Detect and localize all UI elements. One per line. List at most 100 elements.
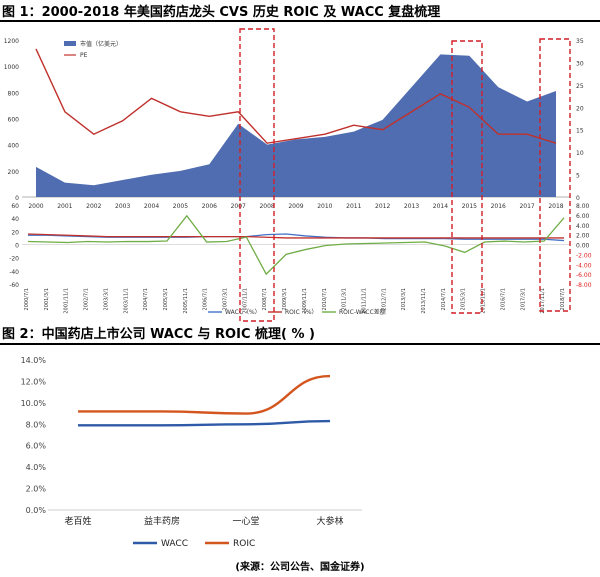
bottom-x-tick-label: 2003/11/1 [123, 288, 129, 314]
highlight-box [239, 28, 275, 322]
y-right-tick-label: 0 [576, 195, 580, 202]
bottom-series-line-2 [27, 214, 565, 276]
x-category-label: 大参林 [316, 515, 343, 527]
legend-label-pe: PE [80, 52, 88, 59]
bottom-y-right-tick-label: -4.00 [576, 262, 592, 269]
figure2-title: 图 2：中国药店上市公司 WACC 与 ROIC 梳理( % ) [2, 327, 315, 342]
legend-label-1: ROIC（%） [285, 309, 318, 316]
x-tick-label: 2016 [491, 203, 506, 210]
y-left-tick-label: 400 [8, 143, 20, 150]
title-rule [0, 343, 600, 345]
x-tick-label: 2002 [86, 203, 101, 210]
y-right-tick-label: 30 [576, 60, 584, 67]
bottom-x-tick-label: 2005/3/1 [163, 288, 169, 310]
legend-label-wacc: WACC [161, 539, 188, 549]
bottom-y-left-tick-label: -20 [9, 256, 19, 263]
y-tick-label: 4.0% [26, 463, 47, 472]
y-tick-label: 0.0% [26, 506, 47, 515]
bottom-x-tick-label: 2012/7/1 [381, 288, 387, 310]
y-tick-label: 12.0% [21, 377, 47, 386]
y-tick-label: 8.0% [26, 420, 47, 429]
bottom-y-left-tick-label: -40 [9, 269, 19, 276]
y-right-tick-label: 10 [576, 150, 584, 157]
x-tick-label: 2006 [202, 203, 217, 210]
series-line-roic [78, 374, 331, 415]
bottom-x-tick-label: 2010/7/1 [322, 288, 328, 310]
y-tick-label: 2.0% [26, 485, 47, 494]
bottom-y-right-tick-label: 2.00 [576, 233, 590, 240]
bottom-x-tick-label: 2016/7/1 [500, 288, 506, 310]
y-tick-label: 14.0% [21, 356, 47, 365]
x-tick-label: 2004 [144, 203, 159, 210]
pe-line [35, 48, 557, 144]
x-tick-label: 2001 [57, 203, 72, 210]
bottom-series-line-0 [28, 233, 565, 242]
y-left-tick-label: 1200 [4, 38, 19, 45]
bottom-x-tick-label: 2001/3/1 [44, 288, 50, 310]
bottom-x-tick-label: 2017/3/1 [520, 288, 526, 310]
title-rule [0, 20, 600, 22]
bottom-y-left-tick-label: 0 [15, 243, 19, 250]
x-tick-label: 2008 [259, 203, 274, 210]
bottom-x-tick-label: 2009/11/1 [302, 288, 308, 314]
y-left-tick-label: 200 [8, 169, 20, 176]
x-tick-label: 2010 [317, 203, 332, 210]
bottom-y-right-tick-label: 8.00 [576, 203, 590, 210]
bottom-y-right-tick-label: -8.00 [576, 282, 592, 289]
bottom-x-tick-label: 2004/7/1 [143, 288, 149, 310]
bottom-y-left-tick-label: 60 [11, 203, 19, 210]
bottom-x-tick-label: 2017/11/1 [540, 288, 546, 314]
legend-label-market-cap: 市值（亿美元） [80, 40, 122, 48]
y-left-tick-label: 1000 [4, 64, 19, 71]
x-category-label: 老百姓 [64, 515, 91, 527]
bottom-x-tick-label: 2015/11/1 [481, 288, 487, 314]
bottom-y-left-tick-label: -60 [9, 282, 19, 289]
bottom-x-tick-label: 2002/7/1 [84, 288, 90, 310]
bottom-x-tick-label: 2007/3/1 [223, 288, 229, 310]
bottom-x-tick-label: 2015/3/1 [461, 288, 467, 310]
series-line-wacc [77, 419, 331, 427]
x-category-label: 益丰药房 [144, 515, 180, 527]
bottom-x-tick-label: 2003/3/1 [103, 288, 109, 310]
legend-label-roic: ROIC [233, 539, 255, 549]
y-left-tick-label: 600 [8, 117, 20, 124]
highlight-box [539, 38, 571, 312]
bottom-x-tick-label: 2009/3/1 [282, 288, 288, 310]
legend-label-2: ROIC-WACC差额 [339, 308, 386, 316]
y-left-tick-label: 800 [8, 90, 20, 97]
top-legend: 市值（亿美元） PE [64, 40, 122, 59]
bottom-x-tick-label: 2018/7/1 [560, 288, 566, 310]
figure1-title: 图 1：2000-2018 年美国药店龙头 CVS 历史 ROIC 及 WACC… [2, 5, 441, 20]
y-right-tick-label: 25 [576, 83, 584, 90]
x-category-label: 一心堂 [232, 515, 259, 527]
bottom-y-left-tick-label: 20 [11, 229, 19, 236]
market-cap-area [36, 54, 556, 198]
x-tick-label: 2015 [462, 203, 477, 210]
bottom-x-tick-label: 2005/11/1 [183, 288, 189, 314]
y-tick-label: 6.0% [26, 442, 47, 451]
figure2-chart: 0.0% 2.0% 4.0% 6.0% 8.0% 10.0% 12.0% 14.0% 老百姓 益丰… [21, 356, 362, 549]
bottom-x-tick-label: 2001/11/1 [64, 288, 70, 314]
bottom-x-tick-label: 2008/7/1 [262, 288, 268, 310]
bottom-x-tick-label: 2011/11/1 [361, 288, 367, 314]
bottom-x-tick-label: 2007/11/1 [242, 288, 248, 314]
bottom-legend: WACC（%） ROIC（%） ROIC-WACC差额 [208, 308, 386, 316]
bottom-y-right-tick-label: 6.00 [576, 213, 590, 220]
bottom-y-right-tick-label: 0.00 [576, 243, 590, 250]
x-tick-label: 2005 [173, 203, 188, 210]
bottom-y-right-tick-label: -6.00 [576, 272, 592, 279]
bottom-y-right-tick-label: 4.00 [576, 223, 590, 230]
y-right-tick-label: 5 [576, 173, 580, 180]
bottom-series-line-1 [27, 233, 564, 239]
x-tick-label: 2007 [231, 203, 246, 210]
y-right-tick-label: 15 [576, 128, 584, 135]
bottom-x-tick-label: 2013/11/1 [421, 288, 427, 314]
x-tick-label: 2000 [28, 203, 43, 210]
x-tick-label: 2011 [346, 203, 361, 210]
highlight-box [451, 40, 483, 314]
y-left-tick-label: 0 [15, 195, 19, 202]
legend-label-0: WACC（%） [225, 309, 261, 316]
x-tick-label: 2013 [404, 203, 419, 210]
source-note: (来源：公司公告、国金证券) [235, 562, 365, 573]
legend: WACC ROIC [133, 539, 255, 549]
